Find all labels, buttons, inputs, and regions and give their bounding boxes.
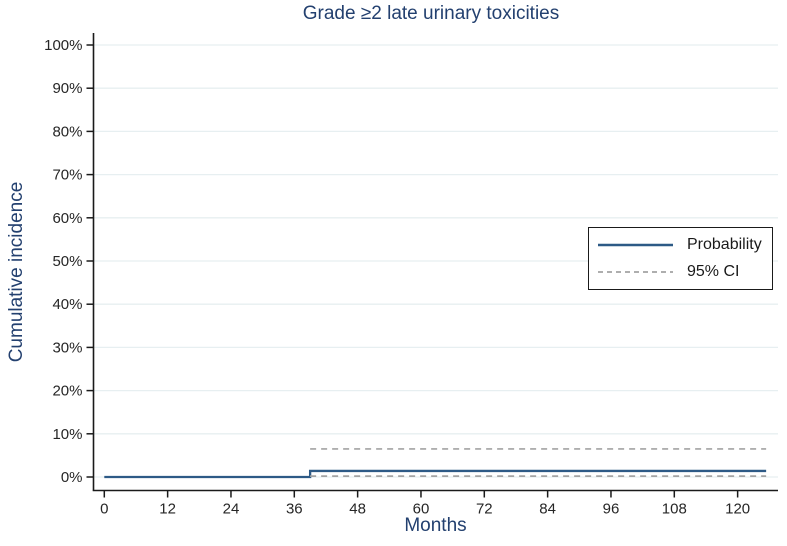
x-tick-label: 12 bbox=[159, 501, 176, 518]
x-tick-label: 36 bbox=[286, 501, 303, 518]
probability-solid-line-icon bbox=[598, 243, 673, 247]
x-tick-label: 96 bbox=[603, 501, 620, 518]
x-tick-label: 0 bbox=[100, 501, 108, 518]
x-tick-label: 24 bbox=[223, 501, 240, 518]
x-tick-label: 120 bbox=[725, 501, 750, 518]
y-tick-label: 70% bbox=[52, 167, 82, 184]
y-tick-label: 90% bbox=[52, 80, 82, 97]
legend-label-ci: 95% CI bbox=[687, 263, 740, 280]
chart-title: Grade ≥2 late urinary toxicities bbox=[302, 3, 560, 24]
y-tick-label: 20% bbox=[52, 383, 82, 400]
x-tick-label: 72 bbox=[476, 501, 493, 518]
ci-dashed-line-icon bbox=[598, 271, 673, 273]
legend-item-probability: Probability bbox=[589, 232, 772, 258]
y-tick-label: 10% bbox=[52, 426, 82, 443]
x-tick-label: 60 bbox=[413, 501, 430, 518]
x-axis-label: Months bbox=[404, 515, 467, 536]
y-tick-label: 80% bbox=[52, 123, 82, 140]
y-tick-label: 100% bbox=[44, 37, 82, 54]
y-tick-label: 0% bbox=[61, 469, 83, 486]
y-tick-label: 30% bbox=[52, 339, 82, 356]
legend-item-ci: 95% CI bbox=[589, 259, 772, 285]
y-tick-label: 40% bbox=[52, 296, 82, 313]
probability-line bbox=[104, 469, 767, 479]
y-tick-label: 50% bbox=[52, 253, 82, 270]
legend: Probability 95% CI bbox=[588, 227, 773, 290]
y-axis-label: Cumulative incidence bbox=[6, 181, 27, 363]
x-tick-label: 48 bbox=[349, 501, 366, 518]
x-tick-label: 108 bbox=[662, 501, 687, 518]
x-tick-label: 84 bbox=[539, 501, 556, 518]
y-tick-label: 60% bbox=[52, 210, 82, 227]
legend-label-probability: Probability bbox=[687, 236, 762, 253]
